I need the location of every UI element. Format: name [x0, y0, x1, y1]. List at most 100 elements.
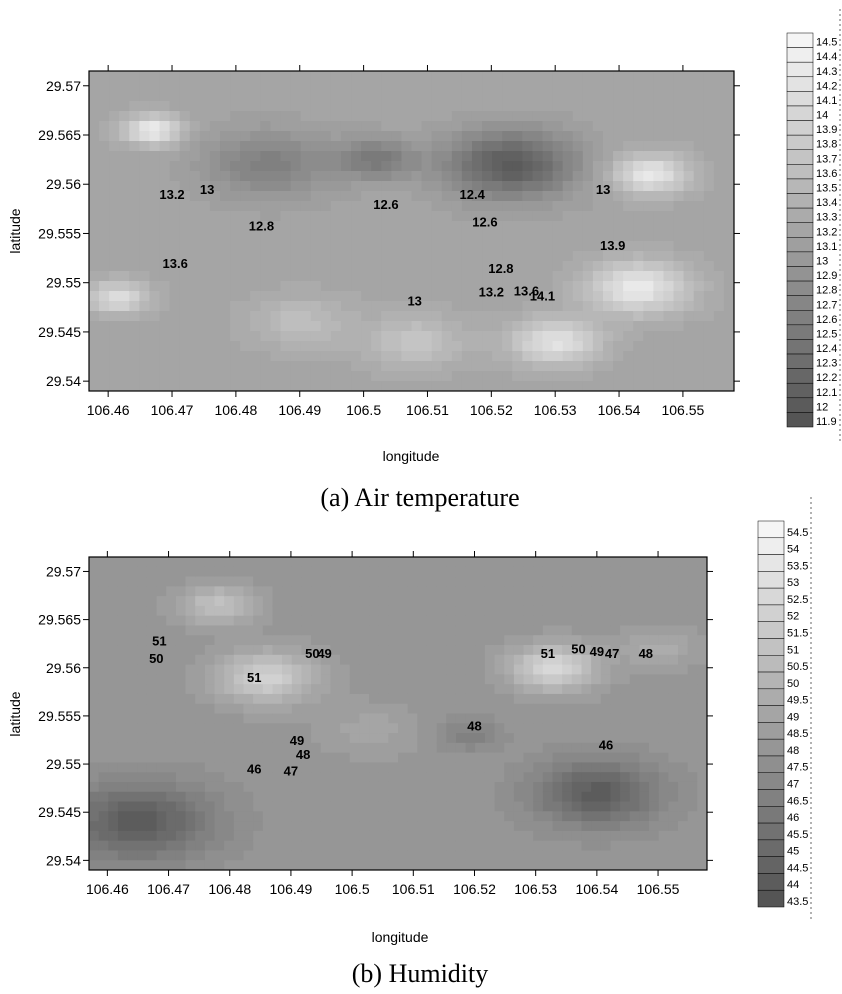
field-cell: [129, 221, 140, 232]
field-cell: [683, 131, 695, 142]
field-cell: [175, 684, 187, 695]
field-cell: [361, 111, 372, 122]
colorbar-swatch: [786, 412, 814, 428]
field-cell: [179, 161, 191, 172]
field-cell: [89, 381, 100, 391]
field-cell: [451, 251, 463, 262]
field-cell: [441, 161, 453, 172]
field-cell: [398, 693, 409, 705]
field-cell: [139, 181, 151, 192]
field-cell: [431, 121, 443, 132]
field-cell: [411, 381, 423, 391]
field-cell: [602, 191, 614, 202]
field-cell: [340, 121, 352, 132]
field-cell: [471, 221, 483, 232]
field-cell: [484, 674, 496, 685]
field-cell: [639, 723, 650, 734]
field-cell: [693, 241, 705, 252]
field-cell: [629, 664, 641, 675]
field-cell: [451, 121, 463, 132]
field-cell: [522, 221, 534, 232]
field-cell: [330, 121, 342, 132]
field-cell: [542, 811, 554, 822]
field-cell: [610, 860, 621, 870]
field-cell: [391, 281, 403, 292]
field-cell: [613, 281, 624, 292]
field-cell: [340, 625, 351, 636]
field-cell: [633, 81, 644, 92]
field-cell: [411, 181, 423, 192]
field-cell: [494, 752, 505, 764]
field-cell: [250, 321, 261, 332]
field-cell: [320, 91, 332, 102]
field-cell: [542, 261, 554, 272]
field-cell: [592, 141, 604, 152]
field-cell: [502, 371, 513, 382]
field-cell: [678, 703, 689, 715]
field-cell: [713, 361, 725, 372]
field-cell: [169, 151, 181, 162]
field-cell: [610, 605, 621, 617]
field-cell: [388, 791, 399, 803]
field-cell: [99, 221, 110, 232]
contour-label: 50: [149, 651, 163, 666]
colorbar-swatch: [786, 149, 814, 165]
field-cell: [562, 141, 574, 152]
field-cell: [668, 674, 679, 685]
field-cell: [291, 664, 303, 675]
field-cell: [494, 801, 505, 812]
field-cell: [513, 693, 525, 705]
field-cell: [522, 331, 534, 342]
field-cell: [119, 81, 130, 92]
field-cell: [290, 241, 302, 252]
field-cell: [610, 596, 621, 607]
field-cell: [250, 351, 261, 362]
field-cell: [109, 321, 120, 332]
field-cell: [398, 713, 409, 724]
field-cell: [388, 713, 399, 724]
field-cell: [572, 231, 584, 242]
field-cell: [513, 684, 525, 695]
field-cell: [260, 321, 272, 332]
field-cell: [653, 181, 665, 192]
field-cell: [451, 141, 463, 152]
field-cell: [673, 121, 685, 132]
field-cell: [475, 772, 486, 783]
field-cell: [117, 752, 129, 764]
field-cell: [369, 605, 380, 617]
field-cell: [89, 772, 100, 783]
field-cell: [713, 151, 725, 162]
field-cell: [407, 772, 418, 783]
field-cell: [189, 101, 201, 112]
field-cell: [723, 181, 734, 192]
field-cell: [233, 674, 245, 685]
field-cell: [465, 625, 476, 636]
field-cell: [89, 811, 100, 822]
field-cell: [301, 566, 312, 578]
field-cell: [693, 131, 705, 142]
field-cell: [446, 576, 457, 587]
field-cell: [713, 311, 725, 322]
field-cell: [320, 291, 332, 302]
field-cell: [426, 635, 438, 646]
field-cell: [639, 615, 650, 627]
field-cell: [581, 557, 592, 568]
field-cell: [649, 772, 660, 783]
field-cell: [139, 191, 151, 202]
field-cell: [137, 615, 148, 627]
field-cell: [260, 131, 272, 142]
colorbar-swatch: [757, 671, 785, 690]
field-cell: [300, 331, 312, 342]
field-cell: [340, 191, 352, 202]
field-cell: [687, 566, 698, 578]
field-cell: [139, 201, 151, 212]
field-cell: [166, 605, 177, 617]
field-cell: [431, 131, 443, 142]
field-cell: [330, 321, 342, 332]
field-cell: [591, 605, 602, 617]
field-cell: [484, 811, 496, 822]
colorbar-swatch: [757, 554, 785, 572]
field-cell: [461, 341, 473, 352]
field-cell: [431, 111, 443, 122]
x-tick-label: 106.53: [514, 881, 557, 897]
